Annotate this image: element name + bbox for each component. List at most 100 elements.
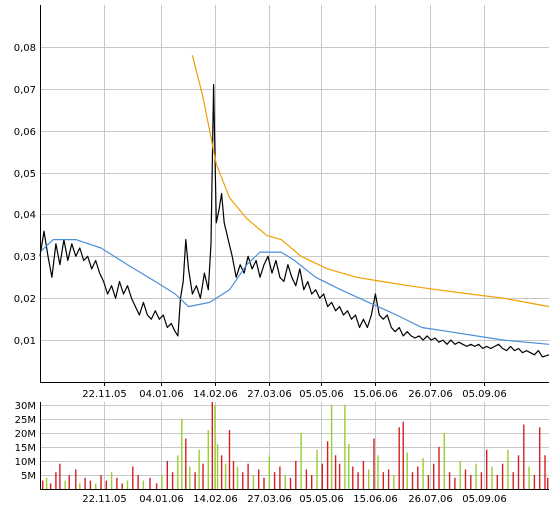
volume-bar: [194, 472, 196, 489]
volume-x-tick-label: 26.07.06: [408, 494, 453, 505]
volume-bar: [486, 449, 488, 489]
volume-bar: [207, 430, 209, 489]
price-y-tick-label: 0,08: [14, 43, 36, 54]
volume-bar: [377, 455, 379, 489]
volume-bar: [295, 460, 297, 489]
volume-y-tick-label: 20M: [15, 429, 36, 440]
price-x-tick-label: 22.11.05: [82, 389, 127, 400]
volume-bar: [448, 472, 451, 489]
volume-bar: [198, 449, 200, 489]
volume-bar: [496, 475, 498, 489]
volume-bar: [137, 475, 139, 489]
volume-bar: [42, 480, 44, 489]
volume-bar: [100, 475, 102, 489]
volume-y-tick-label: 15M: [15, 443, 36, 454]
volume-bar: [321, 463, 323, 489]
volume-bar: [338, 463, 341, 489]
volume-bar: [105, 480, 107, 489]
volume-bar: [59, 463, 61, 489]
volume-bar: [279, 466, 281, 489]
volume-bar: [411, 472, 414, 489]
volume-bar: [214, 404, 216, 489]
volume-bar: [45, 477, 48, 489]
volume-bar: [110, 472, 113, 489]
price-x-tick-label: 15.06.06: [353, 389, 398, 400]
volume-bar: [459, 460, 461, 489]
volume-bar: [334, 455, 337, 489]
volume-bar: [422, 458, 424, 489]
volume-bar: [252, 475, 255, 489]
volume-bar: [224, 463, 227, 489]
volume-bar: [402, 421, 404, 489]
price-x-tick-label: 14.02.06: [193, 389, 238, 400]
price-series-line-2: [39, 239, 550, 345]
volume-bar: [406, 452, 408, 489]
volume-bar: [273, 472, 276, 489]
volume-panel: 5M 10M 15M 20M 25M 30M 22.11.05 04.01.06 14.02.0…: [15, 401, 549, 505]
price-x-tick-label: 05.05.06: [299, 389, 344, 400]
volume-bar: [49, 483, 52, 489]
volume-bar: [79, 483, 81, 489]
volume-y-tick-label: 10M: [15, 457, 36, 468]
volume-bar: [464, 469, 467, 489]
volume-bar: [373, 438, 375, 489]
volume-bar: [64, 480, 66, 489]
volume-bar: [544, 455, 546, 489]
volume-bar: [316, 449, 318, 489]
volume-bar: [116, 477, 118, 489]
volume-bar: [517, 455, 520, 489]
volume-bar: [427, 475, 430, 489]
price-y-tick-label: 0,03: [14, 252, 36, 263]
price-x-tick-label: 05.09.06: [462, 389, 507, 400]
volume-bar: [216, 444, 219, 489]
volume-x-tick-label: 14.02.06: [193, 494, 238, 505]
volume-x-tick-label: 27.03.06: [247, 494, 292, 505]
volume-bar: [166, 460, 168, 489]
volume-bar: [326, 441, 329, 489]
volume-bar: [382, 472, 384, 489]
volume-bar: [189, 466, 191, 489]
volume-bar: [470, 475, 472, 489]
volume-bar: [454, 477, 456, 489]
price-y-tick-label: 0,05: [14, 169, 36, 180]
volume-bar: [475, 463, 477, 489]
volume-bar: [512, 472, 514, 489]
volume-bar: [507, 449, 509, 489]
volume-y-tick-label: 30M: [15, 401, 36, 412]
volume-bar: [55, 472, 57, 489]
volume-bar: [348, 444, 350, 489]
price-y-tick-label: 0,01: [14, 336, 36, 347]
volume-bar: [344, 404, 346, 489]
volume-bar: [362, 460, 365, 489]
price-axes: [40, 5, 549, 383]
price-series-line-1: [39, 84, 550, 358]
volume-x-tick-label: 22.11.05: [82, 494, 127, 505]
volume-x-tick-label: 15.06.06: [353, 494, 398, 505]
volume-bar: [501, 463, 504, 489]
volume-bar: [155, 483, 158, 489]
volume-bar: [181, 418, 183, 489]
price-x-tick-label: 26.07.06: [408, 389, 453, 400]
volume-bar: [161, 475, 163, 489]
price-panel: 0,01 0,02 0,03 0,04 0,05 0,06 0,07 0,08 22.11.05…: [14, 5, 550, 400]
volume-bar: [491, 466, 493, 489]
volume-bar: [68, 475, 70, 489]
volume-bar: [185, 438, 187, 489]
volume-bar: [357, 472, 359, 489]
volume-bar: [547, 477, 549, 489]
volume-bar: [300, 432, 302, 489]
volume-bar: [232, 460, 235, 489]
volume-bar: [247, 463, 249, 489]
volume-bar: [528, 466, 530, 489]
volume-bar: [84, 477, 86, 489]
volume-bar: [533, 475, 536, 489]
volume-bar: [220, 455, 223, 489]
volume-bar: [75, 469, 77, 489]
volume-bar: [89, 480, 92, 489]
volume-bar: [523, 424, 525, 489]
volume-bar: [211, 402, 213, 489]
volume-bar: [393, 475, 395, 489]
volume-bar: [289, 477, 292, 489]
volume-bar: [263, 477, 265, 489]
price-y-tick-label: 0,07: [14, 85, 36, 96]
